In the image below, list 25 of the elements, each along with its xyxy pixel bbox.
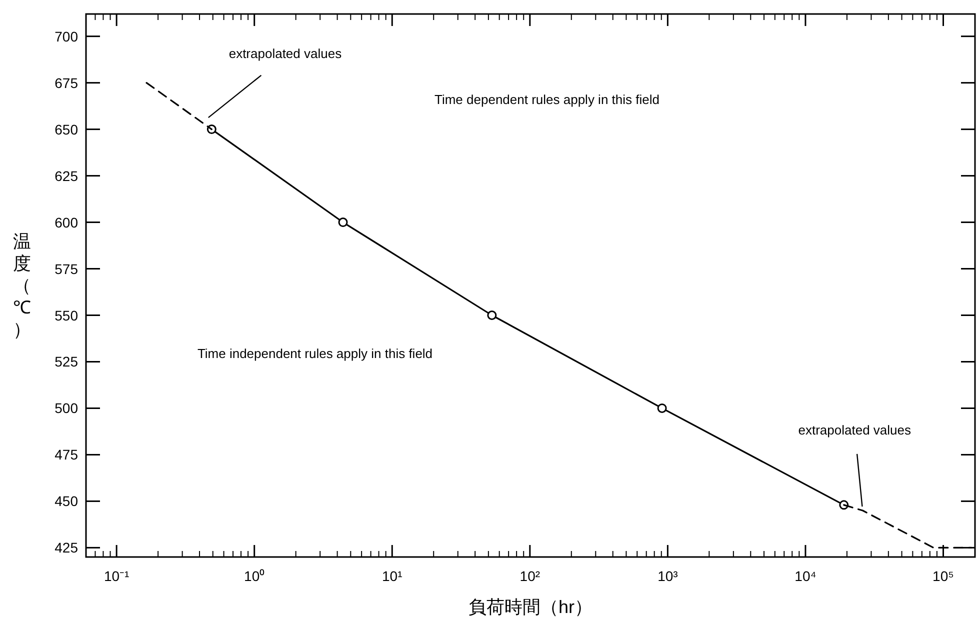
y-tick-label: 675: [54, 74, 78, 91]
x-tick-label: 10³: [658, 568, 678, 584]
annotation: Time independent rules apply in this field: [197, 346, 433, 361]
x-tick-label: 10⁵: [932, 568, 954, 584]
y-tick-label: 575: [54, 260, 78, 277]
y-tick-label: 500: [54, 400, 78, 416]
x-axis-title: 負荷時間（hr）: [468, 597, 592, 617]
annotation: Time dependent rules apply in this field: [434, 92, 660, 107]
x-tick-label: 10¹: [382, 568, 402, 584]
y-tick-label: 525: [54, 354, 78, 370]
x-tick-label: 10⁻¹: [104, 568, 130, 584]
y-tick-label: 475: [54, 446, 78, 463]
y-tick-label: 700: [54, 28, 78, 44]
y-tick-label: 550: [54, 307, 78, 324]
annotation: extrapolated values: [798, 422, 912, 438]
y-tick-label: 450: [54, 493, 78, 510]
y-tick-label: 425: [54, 540, 78, 556]
x-tick-label: 10⁰: [244, 568, 265, 584]
x-tick-label: 10⁴: [794, 568, 816, 584]
y-axis-title: 温度（℃）: [13, 232, 31, 340]
x-tick-label: 10²: [520, 568, 540, 584]
y-tick-label: 650: [54, 121, 78, 138]
annotation: extrapolated values: [228, 46, 342, 61]
y-tick-label: 600: [54, 214, 78, 230]
y-tick-label: 625: [54, 168, 78, 184]
